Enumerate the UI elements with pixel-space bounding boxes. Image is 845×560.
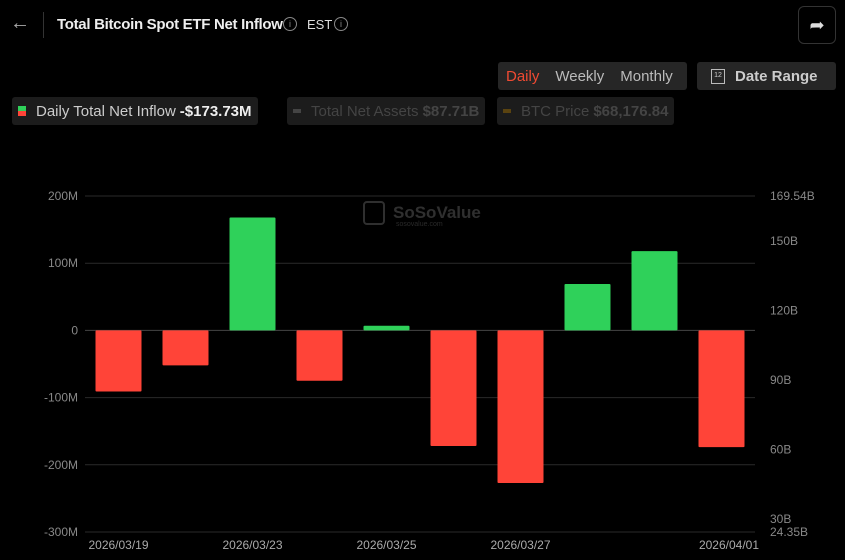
y-tick-label: -100M [44, 391, 78, 405]
date-range-label: Date Range [735, 67, 818, 85]
legend-swatch [18, 106, 26, 116]
x-tick-label: 2026/04/01 [699, 538, 759, 552]
y2-tick-label: 60B [770, 442, 791, 456]
legend-value: -$173.73M [179, 102, 252, 120]
timezone-label: EST [307, 17, 333, 32]
y2-tick-label: 30B [770, 512, 791, 526]
inflow-bar [229, 217, 276, 331]
net-inflow-chart: SoSoValue sosovalue.com 200M 100M 0 -100M -2… [44, 189, 815, 552]
inflow-bar [631, 251, 678, 331]
back-arrow-icon[interactable]: ← [10, 12, 30, 34]
legend-daily-net-inflow[interactable]: Daily Total Net Inflow -$173.73M [12, 97, 258, 125]
x-tick-label: 2026/03/27 [490, 538, 550, 552]
y2-tick-label: 90B [770, 373, 791, 387]
legend-swatch [293, 109, 301, 113]
legend-label: Total Net Assets [311, 102, 419, 120]
legend-btc-price[interactable]: BTC Price $68,176.84 [497, 97, 675, 125]
y-tick-label: 0 [71, 323, 78, 337]
share-button[interactable]: ➦ [798, 6, 836, 44]
y2-tick-label: 150B [770, 234, 798, 248]
tab-monthly[interactable]: Monthly [620, 67, 673, 85]
legend-label: Daily Total Net Inflow [36, 102, 176, 120]
legend-value: $87.71B [422, 102, 480, 120]
y-tick-label: -200M [44, 458, 78, 472]
divider [43, 12, 44, 38]
date-range-button[interactable]: 12 Date Range [697, 62, 836, 90]
outflow-bar [497, 330, 544, 483]
x-tick-label: 2026/03/19 [88, 538, 148, 552]
outflow-bar [296, 330, 343, 381]
svg-text:SoSoValue: SoSoValue [393, 203, 481, 222]
y-tick-label: -300M [44, 525, 78, 539]
x-tick-label: 2026/03/25 [356, 538, 416, 552]
inflow-bar [564, 284, 611, 331]
outflow-bar [162, 330, 209, 366]
watermark: SoSoValue sosovalue.com [363, 201, 481, 228]
tab-weekly[interactable]: Weekly [555, 67, 605, 85]
timezone-info-icon[interactable]: i [334, 17, 348, 31]
legend-total-net-assets[interactable]: Total Net Assets $87.71B [287, 97, 486, 125]
page-title: Total Bitcoin Spot ETF Net Inflow [57, 16, 283, 33]
legend-value: $68,176.84 [593, 102, 669, 120]
inflow-bar [363, 325, 410, 331]
y-tick-label: 200M [48, 189, 78, 203]
legend-swatch [503, 109, 511, 113]
legend-label: BTC Price [521, 102, 590, 120]
x-tick-label: 2026/03/23 [222, 538, 282, 552]
calendar-icon: 12 [711, 68, 725, 84]
tab-daily[interactable]: Daily [506, 67, 540, 85]
y2-tick-label: 24.35B [770, 525, 808, 539]
y-tick-label: 100M [48, 256, 78, 270]
share-icon: ➦ [809, 15, 825, 35]
period-selector: Daily Weekly Monthly [498, 62, 687, 90]
y2-tick-label: 169.54B [770, 189, 815, 203]
outflow-bar [698, 330, 745, 448]
outflow-bar [430, 330, 477, 446]
outflow-bar [95, 330, 142, 392]
svg-text:sosovalue.com: sosovalue.com [396, 221, 443, 228]
y2-tick-label: 120B [770, 304, 798, 318]
info-icon[interactable]: i [283, 17, 297, 31]
